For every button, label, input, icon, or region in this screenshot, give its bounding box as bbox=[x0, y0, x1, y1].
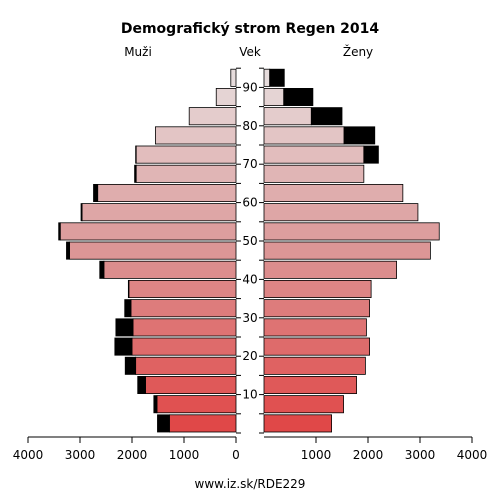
x-axes: 4000 3000 2000 1000 0 1000 2000 3000 4000 bbox=[13, 436, 488, 462]
female-bar-45-49 bbox=[263, 241, 431, 260]
male-excess-70-74 bbox=[135, 145, 137, 164]
age-tick-label-30: 30 bbox=[242, 311, 257, 325]
age-tick-label-50: 50 bbox=[242, 234, 257, 248]
age-axis-label: Vek bbox=[239, 45, 261, 59]
male-excess-50-54 bbox=[58, 222, 61, 241]
male-bar-45-49 bbox=[69, 241, 237, 260]
age-tick-label-70: 70 bbox=[242, 157, 257, 171]
male-bar-60-64 bbox=[97, 183, 237, 202]
male-excess-0-4 bbox=[157, 414, 170, 433]
male-bar-35-39 bbox=[128, 279, 237, 298]
age-tick-label-20: 20 bbox=[242, 349, 257, 363]
male-excess-65-69 bbox=[134, 164, 137, 183]
male-bar-40-44 bbox=[103, 260, 237, 279]
x-tick-label: 2000 bbox=[117, 448, 148, 462]
male-excess-35-39 bbox=[127, 279, 130, 298]
female-bars bbox=[263, 68, 440, 433]
age-tick-label-80: 80 bbox=[242, 119, 257, 133]
male-excess-55-59 bbox=[80, 203, 83, 222]
x-tick-label: 4000 bbox=[457, 448, 488, 462]
x-tick-label: 0 bbox=[232, 448, 240, 462]
female-bar-25-29 bbox=[263, 318, 367, 337]
female-excess-70-74 bbox=[363, 145, 379, 164]
female-excess-90+ bbox=[269, 68, 285, 87]
female-bar-40-44 bbox=[263, 260, 398, 279]
age-tick-label-40: 40 bbox=[242, 272, 257, 286]
female-bar-75-79 bbox=[263, 126, 345, 145]
chart-title: Demografický strom Regen 2014 bbox=[121, 21, 380, 37]
male-bar-15-19 bbox=[135, 356, 237, 375]
x-tick-label: 3000 bbox=[405, 448, 436, 462]
x-tick-label: 1000 bbox=[301, 448, 332, 462]
male-excess-60-64 bbox=[93, 183, 99, 202]
female-bar-60-64 bbox=[263, 183, 404, 202]
male-bar-80-84 bbox=[188, 107, 237, 126]
male-excess-5-9 bbox=[153, 395, 158, 414]
male-excess-40-44 bbox=[99, 260, 105, 279]
female-bar-20-24 bbox=[263, 337, 370, 356]
male-excess-45-49 bbox=[66, 241, 71, 260]
male-bar-90+ bbox=[230, 68, 237, 87]
male-bar-70-74 bbox=[135, 145, 237, 164]
male-bars bbox=[58, 68, 237, 433]
male-bar-25-29 bbox=[132, 318, 237, 337]
female-bar-70-74 bbox=[263, 145, 365, 164]
female-excess-80-84 bbox=[310, 107, 343, 126]
female-bar-0-4 bbox=[263, 414, 332, 433]
female-bar-15-19 bbox=[263, 356, 366, 375]
female-bar-80-84 bbox=[263, 107, 312, 126]
female-excess-85-89 bbox=[283, 88, 314, 107]
age-tick-label-10: 10 bbox=[242, 388, 257, 402]
age-axis: 10 20 30 40 50 60 70 80 90 bbox=[236, 67, 264, 434]
male-excess-15-19 bbox=[124, 356, 137, 375]
x-tick-label: 4000 bbox=[13, 448, 44, 462]
age-tick-label-90: 90 bbox=[242, 80, 257, 94]
male-bar-75-79 bbox=[154, 126, 237, 145]
x-tick-label: 3000 bbox=[65, 448, 96, 462]
male-bar-85-89 bbox=[215, 88, 237, 107]
female-bar-30-34 bbox=[263, 299, 370, 318]
female-bar-85-89 bbox=[263, 88, 285, 107]
female-label: Ženy bbox=[343, 44, 373, 59]
male-bar-55-59 bbox=[81, 203, 237, 222]
x-tick-label: 2000 bbox=[353, 448, 384, 462]
male-bar-50-54 bbox=[59, 222, 237, 241]
male-excess-25-29 bbox=[115, 318, 134, 337]
male-bar-0-4 bbox=[169, 414, 237, 433]
female-bar-10-14 bbox=[263, 375, 357, 394]
female-bar-50-54 bbox=[263, 222, 440, 241]
female-bar-65-69 bbox=[263, 164, 365, 183]
male-bar-65-69 bbox=[135, 164, 237, 183]
male-bar-5-9 bbox=[156, 395, 237, 414]
male-bar-30-34 bbox=[130, 299, 237, 318]
female-bar-90+ bbox=[263, 68, 271, 87]
male-excess-20-24 bbox=[114, 337, 133, 356]
female-bar-5-9 bbox=[263, 395, 344, 414]
footer-url: www.iz.sk/RDE229 bbox=[195, 477, 306, 491]
male-bar-20-24 bbox=[131, 337, 237, 356]
female-bar-35-39 bbox=[263, 279, 372, 298]
male-bar-10-14 bbox=[145, 375, 237, 394]
age-tick-label-60: 60 bbox=[242, 196, 257, 210]
x-tick-label: 1000 bbox=[169, 448, 200, 462]
male-excess-30-34 bbox=[124, 299, 132, 318]
female-bar-55-59 bbox=[263, 203, 419, 222]
male-excess-10-14 bbox=[137, 375, 146, 394]
male-label: Muži bbox=[124, 45, 152, 59]
female-excess-75-79 bbox=[343, 126, 376, 145]
